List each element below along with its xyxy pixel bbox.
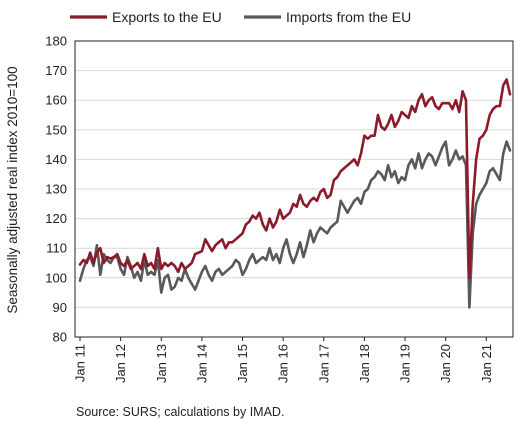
x-tick-label: Jan 12: [113, 344, 128, 383]
legend-label-imports: Imports from the EU: [286, 9, 411, 25]
x-tick-label: Jan 17: [316, 344, 331, 383]
gridlines: [75, 70, 513, 308]
x-tick-label: Jan 14: [194, 344, 209, 383]
y-tick-label: 80: [53, 330, 67, 345]
x-tick-label: Jan 15: [235, 344, 250, 383]
x-tick-label: Jan 11: [73, 344, 88, 382]
legend-label-exports: Exports to the EU: [112, 9, 222, 25]
x-tick-label: Jan 19: [398, 344, 413, 383]
y-axis-ticks: 80 90 100 110 120 130 140 150 160 170 180: [45, 34, 67, 345]
y-tick-label: 170: [45, 63, 67, 78]
x-axis-ticks: Jan 11 Jan 12 Jan 13 Jan 14 Jan 15 Jan 16 Jan …: [73, 337, 494, 383]
y-tick-label: 130: [45, 182, 67, 197]
x-tick-label: Jan 20: [438, 344, 453, 383]
series-line-imports: [78, 140, 512, 309]
y-tick-label: 120: [45, 211, 67, 226]
legend: Exports to the EU Imports from the EU: [70, 9, 411, 25]
series-line-exports: [78, 78, 512, 280]
x-tick-label: Jan 21: [479, 344, 494, 383]
y-tick-label: 150: [45, 122, 67, 137]
series-lines: [78, 78, 512, 309]
y-tick-label: 140: [45, 152, 67, 167]
plot-frame: [74, 40, 514, 338]
x-tick-label: Jan 18: [357, 344, 372, 383]
source-note: Source: SURS; calculations by IMAD.: [76, 405, 284, 419]
y-tick-label: 180: [45, 34, 67, 49]
y-tick-label: 90: [53, 300, 67, 315]
y-tick-label: 110: [46, 241, 67, 256]
x-tick-label: Jan 16: [276, 344, 291, 383]
y-axis-title: Seasonally adjusted real index 2010=100: [5, 66, 20, 313]
y-tick-label: 160: [45, 93, 67, 108]
x-tick-label: Jan 13: [154, 344, 169, 383]
y-tick-label: 100: [45, 270, 67, 285]
